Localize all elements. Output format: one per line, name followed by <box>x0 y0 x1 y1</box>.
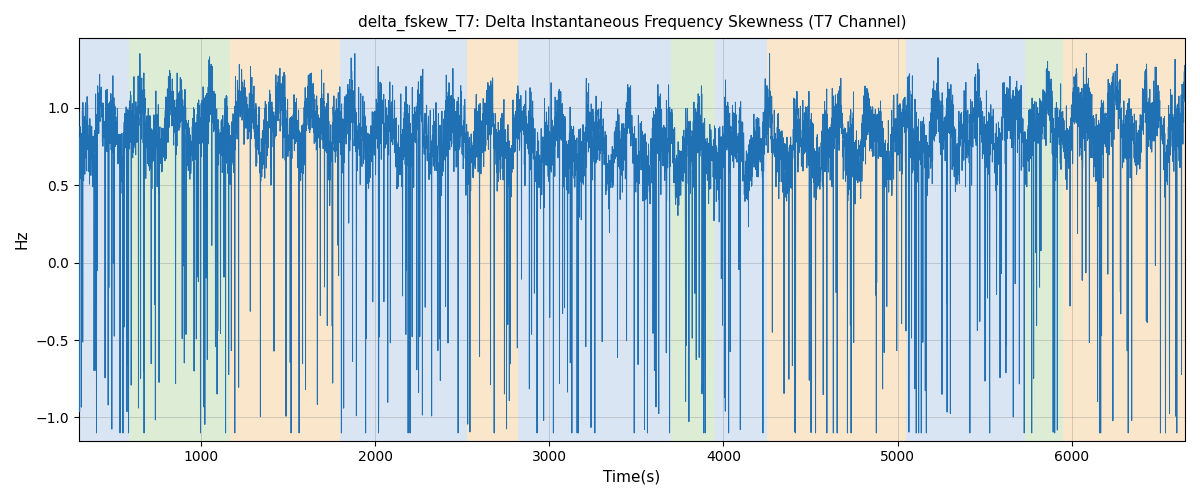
Bar <box>1025 38 1063 440</box>
Title: delta_fskew_T7: Delta Instantaneous Frequency Skewness (T7 Channel): delta_fskew_T7: Delta Instantaneous Freq… <box>358 15 906 31</box>
Bar <box>230 38 340 440</box>
Bar <box>467 38 518 440</box>
Y-axis label: Hz: Hz <box>14 230 30 249</box>
Bar <box>130 38 230 440</box>
Bar <box>671 38 715 440</box>
Bar <box>767 38 906 440</box>
Bar <box>518 38 671 440</box>
Bar <box>906 38 1025 440</box>
Bar <box>79 38 130 440</box>
Bar <box>340 38 467 440</box>
X-axis label: Time(s): Time(s) <box>604 470 660 485</box>
Bar <box>715 38 767 440</box>
Bar <box>1063 38 1184 440</box>
